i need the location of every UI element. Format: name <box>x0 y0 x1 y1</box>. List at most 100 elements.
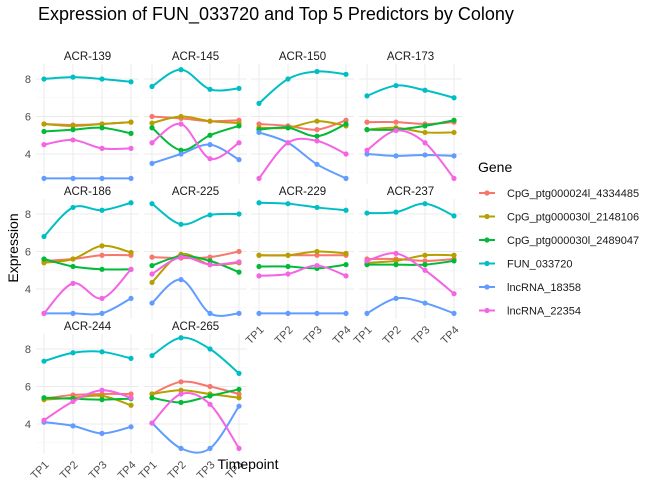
data-point <box>149 254 155 260</box>
data-point <box>41 395 47 401</box>
data-point <box>41 233 47 240</box>
series-lncRNA_22354 <box>149 121 242 162</box>
data-point <box>128 119 134 125</box>
series-line <box>151 122 240 161</box>
data-point <box>236 140 242 146</box>
data-point <box>207 212 213 218</box>
data-point <box>314 138 320 144</box>
data-point <box>178 254 184 260</box>
facet-strip-label: ACR-186 <box>64 186 111 198</box>
facet-panel: ACR-139 4 6 8 <box>25 51 139 184</box>
data-point <box>99 125 105 131</box>
legend-label: FUN_033720 <box>507 259 572 271</box>
data-point <box>128 295 134 301</box>
data-point <box>99 295 105 301</box>
series-FUN_033720 <box>41 200 134 240</box>
data-point <box>149 391 155 397</box>
data-point <box>236 403 242 409</box>
series-line <box>258 264 347 277</box>
data-point <box>451 213 457 219</box>
legend-key-point <box>484 307 490 314</box>
data-point <box>178 387 184 393</box>
data-point <box>393 119 399 125</box>
data-point <box>422 201 428 207</box>
data-point <box>178 113 184 120</box>
data-point <box>207 86 213 92</box>
series-line <box>258 70 347 105</box>
series-line <box>366 129 455 180</box>
facet-panel: ACR-150 <box>251 51 354 184</box>
data-point <box>422 140 428 146</box>
data-point <box>128 266 134 272</box>
facet-strip-label: ACR-244 <box>64 321 112 333</box>
data-point <box>314 161 320 167</box>
facet-strip-label: ACR-229 <box>279 186 326 198</box>
series-line <box>43 138 132 150</box>
data-point <box>149 125 155 131</box>
series-line <box>43 350 132 363</box>
data-point <box>285 125 291 131</box>
data-point <box>364 127 370 133</box>
data-point <box>178 67 184 73</box>
legend-entry: lncRNA_22354 <box>479 306 581 318</box>
data-point <box>207 156 213 162</box>
data-point <box>207 118 213 124</box>
data-point <box>178 391 184 397</box>
series-FUN_033720 <box>41 349 134 364</box>
series-CpG_ptg000030l_2489047 <box>149 386 242 406</box>
data-point <box>128 395 134 401</box>
legend-key-point <box>484 284 490 290</box>
data-point <box>285 201 291 207</box>
series-line <box>151 115 240 125</box>
legend-key-point <box>484 213 490 220</box>
data-point <box>149 262 155 269</box>
data-point <box>128 145 134 151</box>
data-point <box>314 252 320 258</box>
data-point <box>393 258 399 264</box>
facet-panel: ACR-225 <box>144 186 247 319</box>
data-point <box>128 200 134 206</box>
data-point <box>314 248 320 255</box>
series-CpG_ptg000030l_2489047 <box>364 258 457 268</box>
series-line <box>43 396 132 401</box>
data-point <box>285 310 291 316</box>
data-point <box>149 271 155 277</box>
series-line <box>258 263 347 270</box>
data-point <box>422 123 428 129</box>
data-point <box>314 127 320 133</box>
data-point <box>285 76 291 82</box>
data-point <box>99 393 105 399</box>
data-point <box>343 250 349 256</box>
series-line <box>151 278 240 317</box>
y-tick-label: 6 <box>25 382 31 394</box>
series-FUN_033720 <box>256 68 349 106</box>
facet-strip-label: ACR-139 <box>64 51 111 63</box>
series-line <box>258 119 347 131</box>
data-point <box>99 266 105 272</box>
x-tick-label: TP3 <box>87 459 110 480</box>
data-point <box>393 250 399 256</box>
data-point <box>451 258 457 264</box>
series-FUN_033720 <box>364 201 457 219</box>
series-lncRNA_18358 <box>256 310 349 316</box>
data-point <box>364 147 370 153</box>
series-CpG_ptg000030l_2489047 <box>41 125 134 136</box>
series-lncRNA_22354 <box>41 266 134 316</box>
series-line <box>43 126 132 135</box>
x-tick-label: TP1 <box>352 324 375 347</box>
data-point <box>343 71 349 77</box>
data-point <box>99 349 105 355</box>
series-line <box>366 126 455 134</box>
series-line <box>151 380 240 395</box>
data-point <box>393 127 399 134</box>
data-point <box>314 133 320 139</box>
legend-key-point <box>484 260 490 267</box>
data-point <box>149 279 155 286</box>
series-line <box>151 255 240 275</box>
series-CpG_ptg000030l_2489047 <box>149 123 242 153</box>
legend: Gene CpG_ptg000024l_4334485 CpG_ptg000030… <box>478 159 639 318</box>
data-point <box>422 258 428 264</box>
series-CpG_ptg000030l_2148106 <box>41 119 134 129</box>
